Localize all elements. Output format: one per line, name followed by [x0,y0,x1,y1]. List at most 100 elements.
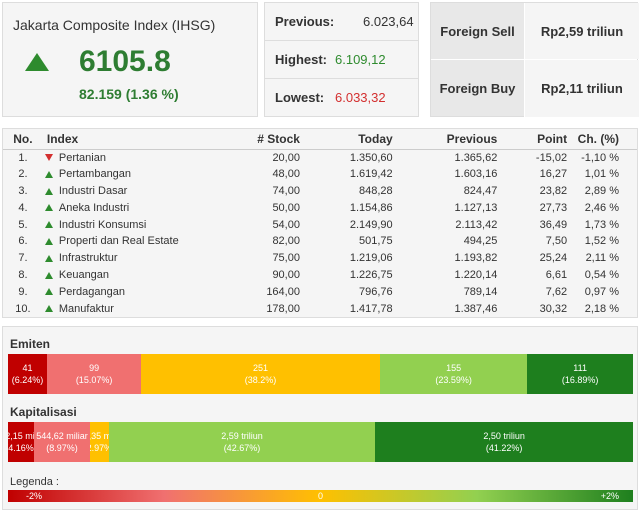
kapitalisasi-segment: 2,50 triliun (41.22%) [375,422,633,462]
kapitalisasi-segment-percent: (42.67%) [223,443,261,453]
kapitalisasi-segment-percent: (2.97%) [90,443,109,453]
foreign-buy-label: Foreign Buy [431,60,525,117]
stat-previous: Previous: 6.023,64 [265,3,418,41]
kapitalisasi-segment-value: 544,62 miliar [36,431,88,441]
arrow-up-icon [44,221,53,229]
legend-max-label: +2% [600,491,619,501]
row-previous: 824,47 [463,184,498,197]
row-index-name: Infrastruktur [43,250,230,267]
legend-min-label: -2% [26,491,43,501]
kapitalisasi-segment: 544,62 miliar (8.97%) [34,422,91,462]
row-point: 30,32 [539,302,568,315]
table-row: 4. Aneka Industri 50,00 1.154,86 1.127,13 27,… [3,199,637,216]
index-summary-card: Jakarta Composite Index (IHSG) 6105.8 82… [2,2,258,117]
market-breadth-panel: Emiten 41 (6.24%) 99 (15.07%) 251 (38.2%) 155 (… [2,326,638,510]
legend-title: Legenda : [10,476,59,488]
row-today: 1.417,78 [349,302,393,315]
foreign-sell-value: Rp2,59 triliun [525,3,639,59]
row-change: 1,73 % [584,218,619,231]
row-change: 0,97 % [584,285,619,298]
row-index-name: Industri Konsumsi [43,216,230,233]
row-index-label: Perdagangan [58,285,125,298]
row-stock: 178,00 [266,302,300,315]
row-point: 6,61 [545,268,568,281]
header-change: Ch. (%) [567,129,637,150]
row-point: 27,73 [539,201,568,214]
arrow-up-icon [44,170,53,178]
table-row: 9. Perdagangan 164,00 796,76 789,14 7,62 0,97 … [3,283,637,300]
stat-highest-label: Highest: [275,52,327,67]
table-row: 10. Manufaktur 178,00 1.417,78 1.387,46 30,32… [3,300,637,317]
row-point: 7,62 [545,285,568,298]
emiten-segment-value: 111 [573,363,587,373]
row-index-label: Infrastruktur [58,252,118,265]
sector-index-table: No. Index # Stock Today Previous Point C… [2,128,638,318]
emiten-segment-percent: (6.24%) [11,375,44,385]
index-title: Jakarta Composite Index (IHSG) [13,17,216,33]
header-point: Point [497,129,568,150]
row-change: 2,46 % [584,201,619,214]
kapitalisasi-segment-percent: (4.16%) [8,443,34,453]
table-row: 3. Industri Dasar 74,00 848,28 824,47 23,82 2,… [3,183,637,200]
foreign-flow-card: Foreign Sell Rp2,59 triliun Foreign Buy … [430,2,639,117]
arrow-down-icon [44,154,53,162]
row-no: 6. [18,235,28,248]
row-stock: 90,00 [272,268,300,281]
arrow-up-icon [44,288,53,296]
row-index-name: Properti dan Real Estate [43,233,230,250]
emiten-bar: 41 (6.24%) 99 (15.07%) 251 (38.2%) 155 (23.59%)… [8,354,633,394]
row-point: -15,02 [535,151,568,164]
row-index-name: Pertanian [43,149,230,166]
kapitalisasi-segment: 252,15 miliar (4.16%) [8,422,34,462]
row-index-name: Aneka Industri [43,199,230,216]
arrow-up-icon [44,271,53,279]
table-row: 2. Pertambangan 48,00 1.619,42 1.603,16 16,27… [3,166,637,183]
row-today: 1.219,06 [349,252,393,265]
row-no: 1. [18,151,28,164]
foreign-sell-row: Foreign Sell Rp2,59 triliun [431,3,639,60]
row-point: 25,24 [539,252,568,265]
row-index-name: Manufaktur [43,300,230,317]
kapitalisasi-segment-value: 252,15 miliar [8,431,34,441]
legend-mid-label: 0 [318,491,324,501]
stat-lowest-label: Lowest: [275,90,325,105]
row-index-label: Properti dan Real Estate [58,235,179,248]
emiten-segment: 155 (23.59%) [379,354,528,394]
row-stock: 74,00 [272,184,300,197]
emiten-segment: 41 (6.24%) [8,354,47,394]
row-today: 2.149,90 [349,218,393,231]
index-change: 82.159 (1.36 %) [79,86,179,102]
stat-previous-label: Previous: [275,14,335,29]
table-row: 8. Keuangan 90,00 1.226,75 1.220,14 6,61 0,54 … [3,267,637,284]
row-today: 796,76 [359,285,393,298]
table-row: 7. Infrastruktur 75,00 1.219,06 1.193,82 25,2… [3,250,637,267]
header-no: No. [3,129,43,150]
arrow-up-icon [44,305,53,313]
foreign-sell-label: Foreign Sell [431,3,525,59]
row-change: 0,54 % [584,268,619,281]
row-stock: 164,00 [266,285,300,298]
row-previous: 1.220,14 [454,268,498,281]
row-stock: 54,00 [272,218,300,231]
row-no: 2. [18,168,28,181]
emiten-segment: 111 (16.89%) [527,354,633,394]
kapitalisasi-segment-value: 180,35 miliar [90,431,109,441]
row-no: 8. [18,268,28,281]
row-no: 10. [15,302,31,315]
emiten-segment: 251 (38.2%) [141,354,380,394]
table-header-row: No. Index # Stock Today Previous Point C… [3,129,637,150]
row-previous: 789,14 [463,285,498,298]
row-previous: 1.387,46 [454,302,498,315]
kapitalisasi-bar: 252,15 miliar (4.16%)544,62 miliar (8.97%)… [8,422,633,462]
row-index-label: Keuangan [58,268,110,281]
arrow-up-icon [44,204,53,212]
row-no: 9. [18,285,28,298]
row-index-label: Pertanian [58,151,106,164]
row-change: 1,01 % [584,168,619,181]
top-summary: Jakarta Composite Index (IHSG) 6105.8 82… [0,0,640,122]
foreign-buy-row: Foreign Buy Rp2,11 triliun [431,60,639,117]
header-stock: # Stock [230,129,300,150]
row-index-name: Perdagangan [43,283,230,300]
stat-lowest-value: 6.033,32 [335,90,386,105]
emiten-title: Emiten [10,337,51,351]
